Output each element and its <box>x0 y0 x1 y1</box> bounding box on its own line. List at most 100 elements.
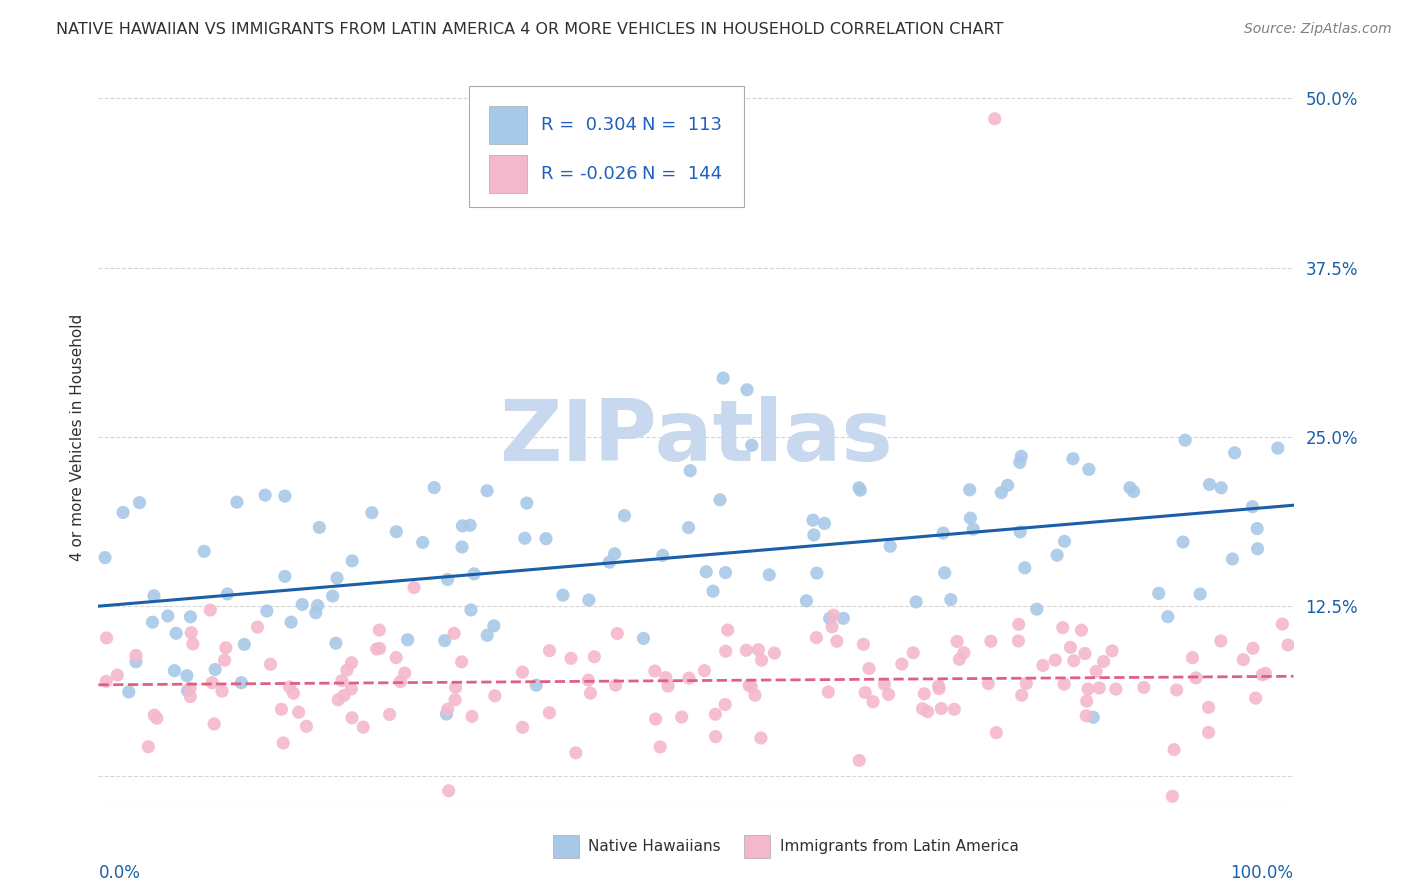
Point <box>763 646 786 660</box>
Point <box>959 511 981 525</box>
Point <box>1032 658 1054 673</box>
Point <box>181 637 204 651</box>
Point <box>1046 548 1069 562</box>
Point <box>513 531 536 545</box>
Point <box>451 540 474 554</box>
Point <box>1244 691 1267 706</box>
Point <box>225 495 247 509</box>
Point <box>366 642 388 657</box>
Point <box>678 520 700 534</box>
Point <box>179 681 201 696</box>
Point <box>977 676 1000 690</box>
Point <box>308 520 330 534</box>
Point <box>179 690 201 704</box>
Text: Source: ZipAtlas.com: Source: ZipAtlas.com <box>1244 22 1392 37</box>
Point <box>437 784 460 798</box>
Point <box>330 673 353 688</box>
Point <box>565 746 588 760</box>
Point <box>813 516 835 531</box>
Point <box>125 648 148 663</box>
Point <box>325 636 347 650</box>
FancyBboxPatch shape <box>489 154 527 193</box>
Point <box>579 686 602 700</box>
Point <box>1076 694 1098 708</box>
Point <box>735 643 758 657</box>
Point <box>704 707 727 722</box>
Point <box>1088 681 1111 695</box>
Point <box>806 566 828 580</box>
Point <box>477 628 499 642</box>
Point <box>934 566 956 580</box>
Text: 100.0%: 100.0% <box>1230 863 1294 882</box>
Point <box>1198 725 1220 739</box>
Point <box>984 112 1007 126</box>
Point <box>217 587 239 601</box>
Point <box>1053 677 1076 691</box>
Point <box>475 483 498 498</box>
Point <box>307 599 329 613</box>
Point <box>651 549 673 563</box>
Point <box>136 739 159 754</box>
Point <box>1133 681 1156 695</box>
Text: N =  144: N = 144 <box>643 165 723 183</box>
Point <box>1166 683 1188 698</box>
Point <box>1246 541 1268 556</box>
Point <box>360 506 382 520</box>
Point <box>259 657 281 672</box>
Point <box>451 519 474 533</box>
Point <box>1077 681 1099 696</box>
Point <box>735 383 758 397</box>
Point <box>423 481 446 495</box>
Point <box>163 664 186 678</box>
Text: 0.0%: 0.0% <box>98 863 141 882</box>
Point <box>215 640 238 655</box>
Point <box>744 688 766 702</box>
Point <box>105 668 128 682</box>
Point <box>246 620 269 634</box>
Point <box>917 705 939 719</box>
Point <box>583 649 606 664</box>
Point <box>806 631 828 645</box>
Point <box>156 609 179 624</box>
Point <box>176 669 198 683</box>
Point <box>1254 666 1277 681</box>
Point <box>747 642 769 657</box>
Point <box>1232 653 1254 667</box>
Point <box>461 709 484 723</box>
Point <box>378 707 401 722</box>
Point <box>1008 455 1031 469</box>
Point <box>1025 602 1047 616</box>
Point <box>1105 682 1128 697</box>
Point <box>939 592 962 607</box>
Point <box>1181 650 1204 665</box>
Point <box>901 646 924 660</box>
Point <box>551 588 574 602</box>
Point <box>650 739 672 754</box>
Point <box>214 653 236 667</box>
Point <box>1171 535 1194 549</box>
Point <box>1063 654 1085 668</box>
Point <box>128 495 150 509</box>
Point <box>932 526 955 541</box>
Point <box>1189 587 1212 601</box>
Point <box>484 689 506 703</box>
Point <box>352 720 374 734</box>
Point <box>613 508 636 523</box>
Point <box>948 652 970 666</box>
Point <box>1083 710 1105 724</box>
Point <box>990 485 1012 500</box>
Point <box>879 539 901 553</box>
Point <box>679 464 702 478</box>
Point <box>1062 451 1084 466</box>
Point <box>278 680 301 694</box>
Point <box>598 555 620 569</box>
Point <box>1077 462 1099 476</box>
Point <box>538 706 561 720</box>
Point <box>1092 655 1115 669</box>
Text: Native Hawaiians: Native Hawaiians <box>589 839 721 855</box>
Point <box>848 481 870 495</box>
Point <box>1101 644 1123 658</box>
Point <box>450 655 472 669</box>
Point <box>233 637 256 651</box>
Point <box>340 711 363 725</box>
